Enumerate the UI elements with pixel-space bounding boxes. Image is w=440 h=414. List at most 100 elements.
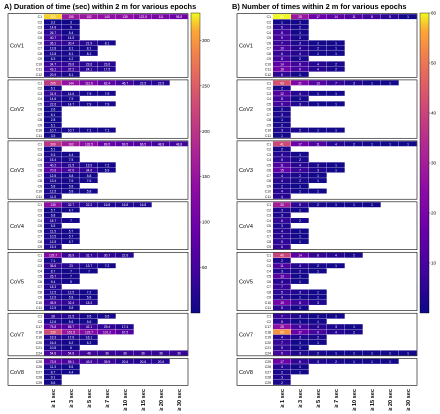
heatmap-cell (152, 350, 170, 356)
heatmap-cell (80, 318, 98, 324)
row-label: C1 (267, 81, 271, 85)
heatmap-cell (134, 141, 152, 147)
x-tick-label: ≥ 3 sec (298, 389, 304, 408)
x-tick-label: ≥ 3 sec (69, 389, 75, 408)
cell-value: 2 (281, 259, 283, 263)
group-frame (7, 79, 189, 139)
heatmap-cell (80, 252, 98, 258)
group-frame (236, 79, 418, 139)
group-frame (7, 358, 189, 386)
cell-value: 5 (281, 26, 283, 30)
row-label: C7 (267, 174, 271, 178)
cell-value: 1 (299, 370, 301, 374)
cell-value: 22.6 (122, 254, 128, 258)
cell-value: 10.7 (50, 129, 56, 133)
heatmap-cell (273, 96, 291, 102)
cell-value: 1 (299, 240, 301, 244)
cell-value: 8.1 (69, 73, 74, 77)
heatmap-cell (273, 218, 291, 223)
heatmap-cell (134, 202, 152, 208)
colorbar (419, 12, 430, 314)
cell-value: 13.9 (86, 163, 92, 167)
cell-value: 4 (281, 280, 283, 284)
cell-value: 7 (281, 315, 283, 319)
heatmap-cell (62, 202, 80, 208)
cell-value: 1 (353, 360, 355, 364)
heatmap-cell (44, 141, 62, 147)
cell-value: 16.1 (86, 336, 92, 340)
cell-value: 1 (299, 31, 301, 35)
heatmap-cell (327, 202, 345, 208)
cell-value: 8.7 (51, 269, 56, 273)
row-label: C20 (265, 341, 271, 345)
heatmap-cell (291, 56, 309, 62)
cell-value: 29.4 (104, 325, 110, 329)
cell-value: 43.9 (86, 360, 92, 364)
x-tick-label: ≥ 10 sec (352, 389, 358, 411)
cell-value: 4 (299, 163, 301, 167)
heatmap-cell (44, 374, 62, 380)
cell-value: 4 (281, 195, 283, 199)
heatmap-cell (62, 29, 80, 35)
cell-value: 8 (281, 57, 283, 61)
heatmap-cell (44, 162, 62, 168)
cell-value: 9 (299, 325, 301, 329)
cell-value: 101.2 (103, 330, 111, 334)
cell-value: 54.8 (50, 351, 56, 355)
row-label: C6 (38, 41, 42, 45)
heatmap-cell (273, 244, 291, 250)
heatmap-cell (44, 146, 62, 152)
x-tick-label: ≥ 5 sec (316, 389, 322, 408)
row-label: C2 (38, 208, 42, 212)
row-label: C9 (38, 123, 42, 127)
heatmap-cell (309, 127, 327, 133)
heatmap-cell (273, 178, 291, 184)
cell-value: 1 (407, 15, 409, 19)
row-label: C9 (38, 184, 42, 188)
group-frame (236, 140, 418, 200)
group-label: CoV4 (10, 224, 24, 230)
heatmap-cell (291, 80, 309, 86)
heatmap-cell (116, 252, 134, 258)
panel-a-heatmap: CoV1 C1 320 155 152 140 135 122.5 111 98.8 C2 3.2 3 C… (7, 12, 210, 411)
row-label: C11 (36, 306, 42, 310)
row-label: C11 (265, 306, 271, 310)
group-label: CoV3 (239, 168, 253, 174)
cell-value: 8.1 (87, 47, 92, 51)
heatmap-cell (62, 324, 80, 330)
row-label: C24 (265, 351, 271, 355)
heatmap-cell (291, 278, 309, 284)
heatmap-cell (291, 369, 309, 375)
heatmap-cell (273, 172, 291, 178)
heatmap-cell (273, 45, 291, 51)
heatmap-cell (62, 252, 80, 258)
heatmap-cell (62, 289, 80, 295)
heatmap-cell (62, 305, 80, 311)
heatmap-cell (273, 345, 291, 351)
cell-value: 34.7 (50, 62, 56, 66)
cell-value: 4 (281, 153, 283, 157)
heatmap-cell (80, 178, 98, 184)
cell-value: 2 (299, 219, 301, 223)
heatmap-cell (273, 324, 291, 330)
row-label: C10 (36, 190, 42, 194)
group-frame (236, 201, 418, 250)
heatmap-cell (309, 324, 327, 330)
cell-value: 3 (70, 20, 72, 24)
cell-value: 6.2 (69, 341, 74, 345)
heatmap-cell (291, 167, 309, 173)
cell-value: 18.7 (50, 219, 56, 223)
heatmap-cell (98, 80, 116, 86)
row-label: C12 (36, 73, 42, 77)
cell-value: 1 (317, 269, 319, 273)
cell-value: 13.7 (86, 264, 92, 268)
heatmap-cell (345, 324, 363, 330)
heatmap-cell (273, 273, 291, 279)
x-tick-label: ≥ 15 sec (141, 389, 147, 411)
cell-value: 70.6 (50, 169, 56, 173)
row-label: C8 (267, 52, 271, 56)
cell-value: 11 (316, 142, 320, 146)
cell-value: 36.6 (50, 264, 56, 268)
cell-value: 23 (69, 264, 73, 268)
cell-value: 5.7 (69, 229, 74, 233)
